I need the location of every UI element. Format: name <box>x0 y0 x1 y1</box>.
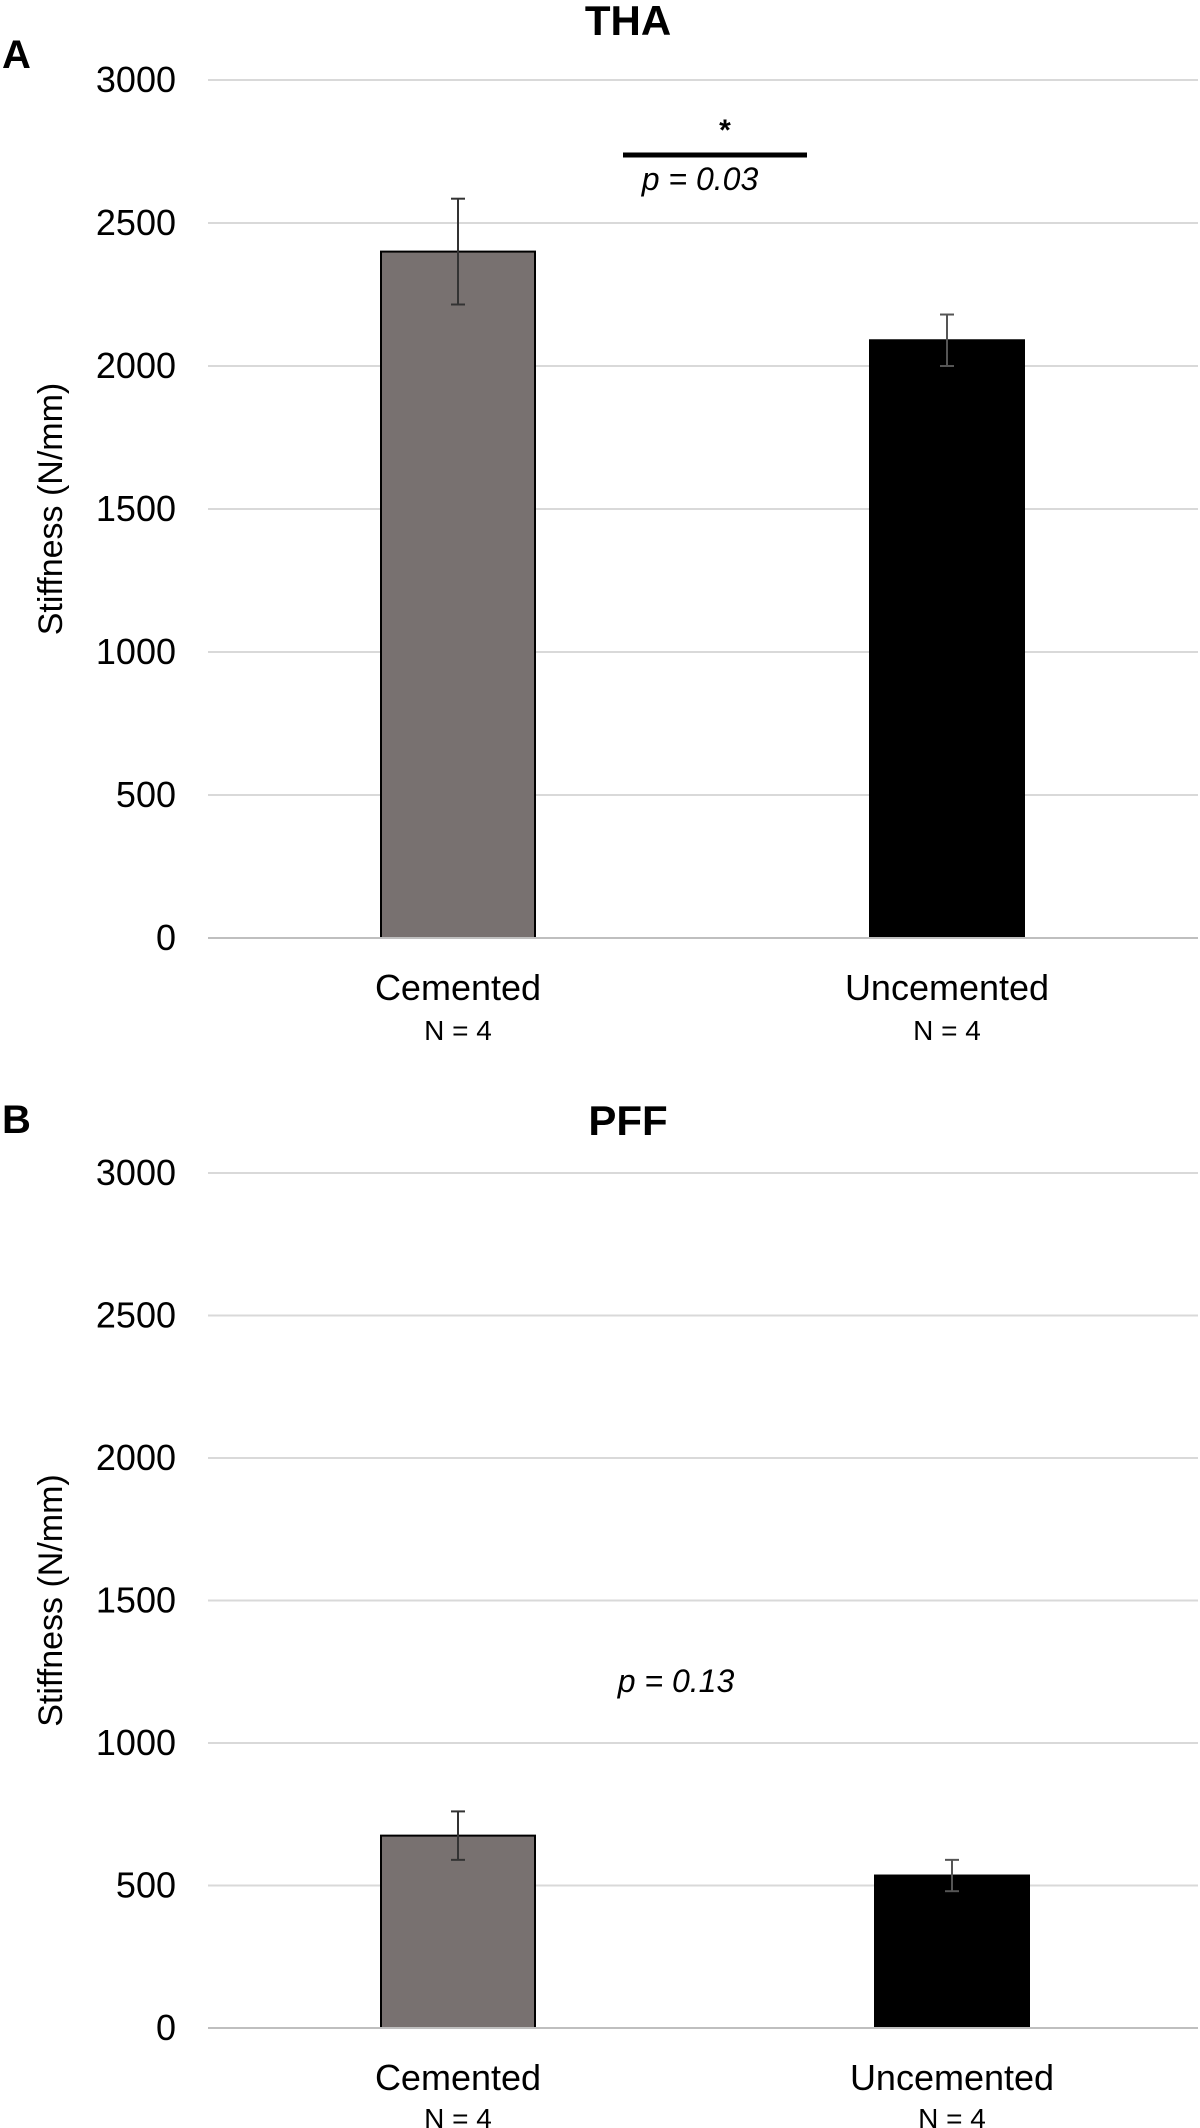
panel-b-category-label: Cemented <box>375 2057 541 2098</box>
panel-a-category-label: Cemented <box>375 967 541 1008</box>
panel-a-bar-uncemented <box>869 339 1025 939</box>
panel-a-y-tick-label: 1000 <box>96 631 176 672</box>
panel-a-sample-size-label: N = 4 <box>424 1015 492 1046</box>
panel-a-y-axis-label: Stiffness (N/mm) <box>32 383 70 636</box>
panel-b-y-axis-label: Stiffness (N/mm) <box>32 1474 70 1727</box>
panel-b-sample-size-label: N = 4 <box>918 2103 986 2128</box>
panel-b-y-tick-label: 3000 <box>96 1152 176 1193</box>
panel-a-title: THA <box>585 0 671 44</box>
panel-b-y-tick-label: 2500 <box>96 1295 176 1336</box>
panel-a-y-tick-label: 0 <box>156 917 176 958</box>
panel-a-y-tick-label: 500 <box>116 774 176 815</box>
panel-a-sample-size-label: N = 4 <box>913 1015 981 1046</box>
panel-a-significance-star: * <box>719 114 731 147</box>
panel-b-y-tick-label: 2000 <box>96 1437 176 1478</box>
panel-b-y-tick-label: 500 <box>116 1865 176 1906</box>
panel-b-y-tick-label: 1000 <box>96 1722 176 1763</box>
panel-b-title: PFF <box>588 1097 667 1144</box>
panel-a-label: A <box>2 33 31 77</box>
panel-b-y-tick-label: 1500 <box>96 1580 176 1621</box>
panel-a-y-tick-label: 1500 <box>96 488 176 529</box>
panel-a-y-tick-label: 2500 <box>96 202 176 243</box>
panel-b-bar-uncemented <box>874 1874 1030 2030</box>
panel-b-y-tick-label: 0 <box>156 2007 176 2048</box>
panel-a-y-tick-label: 2000 <box>96 345 176 386</box>
panel-a-p-value: p = 0.03 <box>641 161 759 197</box>
panel-a-y-tick-label: 3000 <box>96 59 176 100</box>
panel-b-sample-size-label: N = 4 <box>424 2103 492 2128</box>
panel-b-label: B <box>2 1098 31 1142</box>
panel-b-p-value: p = 0.13 <box>617 1663 735 1699</box>
panel-b-category-label: Uncemented <box>850 2057 1054 2098</box>
panel-a-category-label: Uncemented <box>845 967 1049 1008</box>
panel-a-bar-cemented <box>380 250 536 940</box>
panel-b-bar-cemented <box>380 1834 536 2029</box>
